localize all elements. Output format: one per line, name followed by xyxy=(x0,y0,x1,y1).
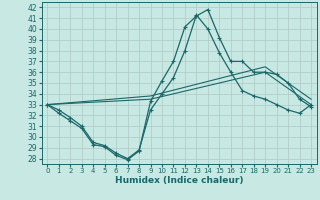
X-axis label: Humidex (Indice chaleur): Humidex (Indice chaleur) xyxy=(115,176,244,185)
